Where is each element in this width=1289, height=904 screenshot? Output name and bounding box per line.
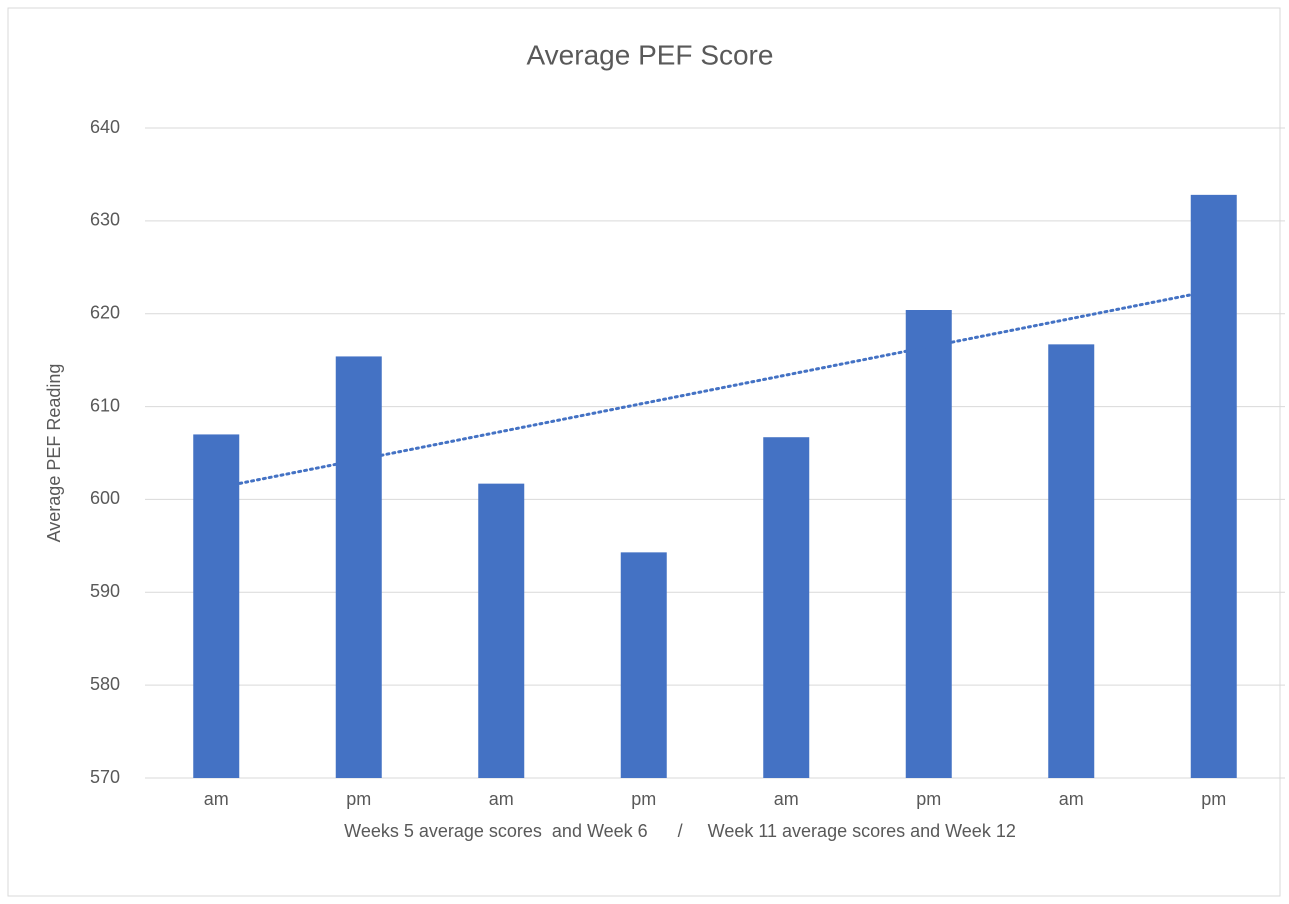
bar	[335, 356, 382, 778]
x-tick-label: pm	[916, 789, 941, 809]
x-tick-label: pm	[631, 789, 656, 809]
x-tick-label: am	[204, 789, 229, 809]
y-axis-title: Average PEF Reading	[44, 364, 64, 543]
y-tick-label: 630	[90, 210, 120, 230]
y-tick-label: 590	[90, 581, 120, 601]
bar	[763, 437, 810, 778]
y-tick-label: 610	[90, 395, 120, 415]
y-tick-label: 600	[90, 488, 120, 508]
x-tick-label: pm	[1201, 789, 1226, 809]
bar	[1048, 344, 1095, 778]
bar	[1190, 194, 1237, 778]
y-tick-label: 570	[90, 767, 120, 787]
y-tick-label: 640	[90, 117, 120, 137]
bar	[478, 483, 525, 778]
bar	[905, 310, 952, 778]
x-tick-label: am	[774, 789, 799, 809]
x-tick-label: pm	[346, 789, 371, 809]
x-tick-label: am	[1059, 789, 1084, 809]
bar	[620, 552, 667, 778]
bar	[193, 434, 240, 778]
y-tick-label: 620	[90, 302, 120, 322]
trendline	[214, 288, 1216, 490]
x-tick-label: am	[489, 789, 514, 809]
chart-title: Average PEF Score	[527, 39, 774, 70]
x-axis-title: Weeks 5 average scores and Week 6 / Week…	[344, 821, 1016, 841]
y-tick-label: 580	[90, 674, 120, 694]
